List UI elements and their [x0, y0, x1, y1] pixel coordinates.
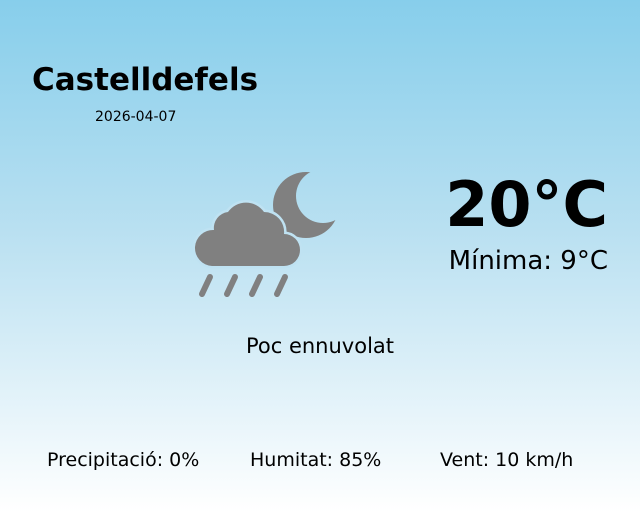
current-temperature: 20°C: [445, 168, 608, 241]
wind: Vent: 10 km/h: [440, 449, 574, 471]
cloud-moon-rain-icon: [192, 172, 339, 297]
weather-description: Poc ennuvolat: [245, 334, 395, 358]
date: 2026-04-07: [95, 109, 177, 125]
city-name: Castelldefels: [32, 62, 259, 98]
minimum-temperature: Mínima: 9°C: [448, 246, 608, 276]
rain-drops: [199, 274, 288, 297]
moon-shape: [273, 172, 339, 238]
precipitation: Precipitació: 0%: [47, 449, 200, 471]
humidity: Humitat: 85%: [250, 449, 382, 471]
